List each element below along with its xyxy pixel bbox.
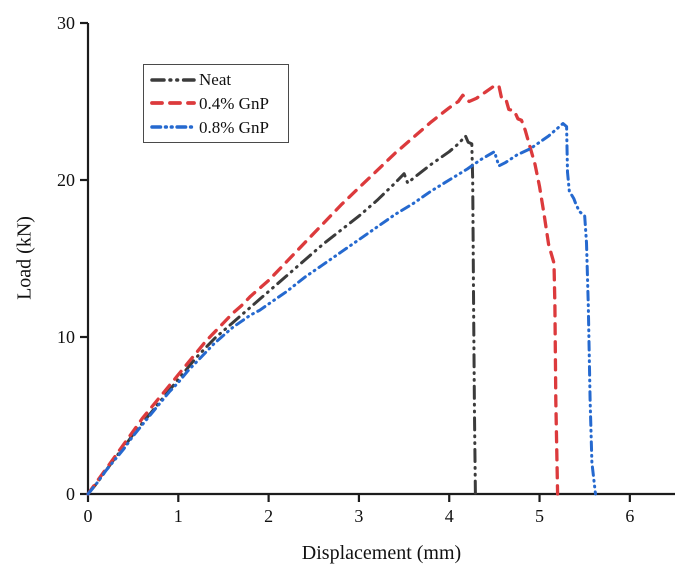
y-tick-label: 10 (57, 327, 75, 347)
legend-item-04-gnp: 0.4% GnP (150, 95, 286, 112)
legend-label: 0.4% GnP (199, 93, 269, 113)
legend-item-08-gnp: 0.8% GnP (150, 119, 286, 136)
series-line-0-8-gnp (86, 122, 597, 496)
legend-item-neat: Neat (150, 71, 286, 88)
x-axis-title: Displacement (mm) (301, 542, 462, 564)
series-line-0-4-gnp (86, 84, 560, 496)
series-line-neat (86, 134, 477, 496)
x-tick-label: 0 (84, 506, 93, 526)
x-tick-label: 1 (174, 506, 183, 526)
legend-label: 0.8% GnP (199, 117, 269, 137)
y-tick-label: 20 (57, 170, 75, 190)
legend-line-sample-neat (150, 78, 196, 82)
x-tick-label: 3 (354, 506, 363, 526)
x-tick-label: 5 (535, 506, 544, 526)
legend: Neat 0.4% GnP 0.8% GnP (143, 64, 289, 143)
y-tick-label: 0 (66, 484, 75, 504)
y-tick-label: 30 (57, 13, 75, 33)
x-tick-label: 4 (445, 506, 454, 526)
legend-label: Neat (199, 70, 232, 90)
x-tick-label: 2 (264, 506, 273, 526)
legend-line-sample-04-gnp (150, 101, 196, 106)
x-tick-label: 6 (625, 506, 634, 526)
y-axis-title: Load (kN) (13, 216, 36, 300)
legend-line-sample-08-gnp (150, 125, 196, 129)
